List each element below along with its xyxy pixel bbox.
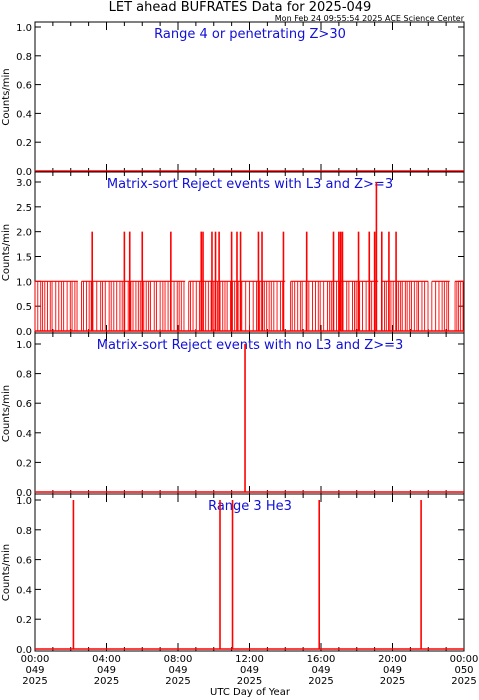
plot-frame: [34, 332, 465, 495]
panel-2: 0.0 0.5 1.0 1.5 2.0 2.5 3.0 Counts/min Matrix-so…: [1, 171, 465, 338]
x-tick-time: 00:00: [21, 654, 50, 665]
x-tick-time: 04:00: [92, 654, 121, 665]
y-tick-label: 0.0: [16, 488, 32, 499]
y-tick-label: 0.2: [16, 615, 32, 626]
y-axis-title: Counts/min: [1, 224, 12, 281]
y-tick-label: 1.0: [16, 23, 32, 34]
y-tick-label: 3.0: [16, 178, 32, 189]
y-axis-title: Counts/min: [1, 544, 12, 601]
x-tick-doy: 049: [240, 665, 259, 676]
panel-title: Matrix-sort Reject events with no L3 and…: [97, 338, 404, 353]
x-tick-year: 2025: [22, 676, 47, 687]
y-tick-label: 0.4: [16, 585, 32, 596]
y-tick-label: 0.8: [16, 370, 32, 381]
x-tick-year: 2025: [308, 676, 333, 687]
x-tick-doy: 049: [383, 665, 402, 676]
x-tick-time: 20:00: [378, 654, 407, 665]
y-tick-label: 0.2: [16, 458, 32, 469]
y-tick-label: 1.0: [16, 340, 32, 351]
panel-title: Range 3 He3: [208, 499, 292, 514]
y-axis-title: Counts/min: [1, 385, 12, 442]
y-tick-label: 0.5: [16, 302, 32, 313]
x-tick-doy: 049: [25, 665, 44, 676]
y-tick-label: 0.6: [16, 81, 32, 92]
plot-frame: [34, 21, 465, 173]
y-tick-label: 0.0: [16, 167, 32, 178]
y-tick-label: 0.0: [16, 327, 32, 338]
y-tick-label: 0.4: [16, 429, 32, 440]
x-tick-time: 16:00: [307, 654, 336, 665]
x-tick-year: 2025: [237, 676, 262, 687]
panel-3: 0.0 0.2 0.4 0.6 0.8 1.0 Counts/min Matrix-sort …: [1, 332, 465, 499]
x-tick-doy: 050: [454, 665, 473, 676]
y-tick-label: 2.0: [16, 228, 32, 239]
panel-title: Matrix-sort Reject events with L3 and Z>…: [107, 177, 393, 192]
panel-4: 0.0 0.2 0.4 0.6 0.8 1.0 Counts/min Range 3 He3: [1, 493, 465, 656]
x-tick-doy: 049: [97, 665, 116, 676]
y-tick-label: 0.6: [16, 556, 32, 567]
y-tick-label: 0.2: [16, 138, 32, 149]
x-tick-doy: 049: [311, 665, 330, 676]
y-tick-label: 2.5: [16, 203, 32, 214]
x-axis: 00:00049202504:00049202508:00049202512:0…: [21, 654, 479, 687]
chart-title: LET ahead BUFRATES Data for 2025-049: [109, 0, 372, 15]
panel-title: Range 4 or penetrating Z>30: [154, 27, 346, 42]
x-tick-year: 2025: [380, 676, 405, 687]
x-axis-title: UTC Day of Year: [210, 687, 291, 698]
y-tick-label: 1.5: [16, 253, 32, 264]
y-tick-label: 0.6: [16, 399, 32, 410]
y-axis-title: Counts/min: [1, 68, 12, 125]
chart-panels: 0.0 0.2 0.4 0.6 0.8 1.0 Counts/min Range 4 or p…: [1, 21, 465, 656]
x-tick-time: 00:00: [450, 654, 479, 665]
y-tick-label: 1.0: [16, 496, 32, 507]
y-tick-label: 0.0: [16, 645, 32, 656]
y-tick-label: 0.8: [16, 526, 32, 537]
x-tick-time: 12:00: [235, 654, 264, 665]
x-tick-year: 2025: [165, 676, 190, 687]
generation-timestamp: Mon Feb 24 09:55:54 2025 ACE Science Cen…: [275, 14, 465, 23]
y-tick-label: 0.8: [16, 52, 32, 63]
y-tick-label: 1.0: [16, 277, 32, 288]
x-tick-doy: 049: [168, 665, 187, 676]
x-tick-year: 2025: [451, 676, 476, 687]
plot-frame: [34, 493, 465, 652]
x-tick-year: 2025: [94, 676, 119, 687]
x-tick-time: 08:00: [164, 654, 193, 665]
panel-1: 0.0 0.2 0.4 0.6 0.8 1.0 Counts/min Range 4 or p…: [1, 21, 465, 178]
y-tick-label: 0.4: [16, 109, 32, 120]
